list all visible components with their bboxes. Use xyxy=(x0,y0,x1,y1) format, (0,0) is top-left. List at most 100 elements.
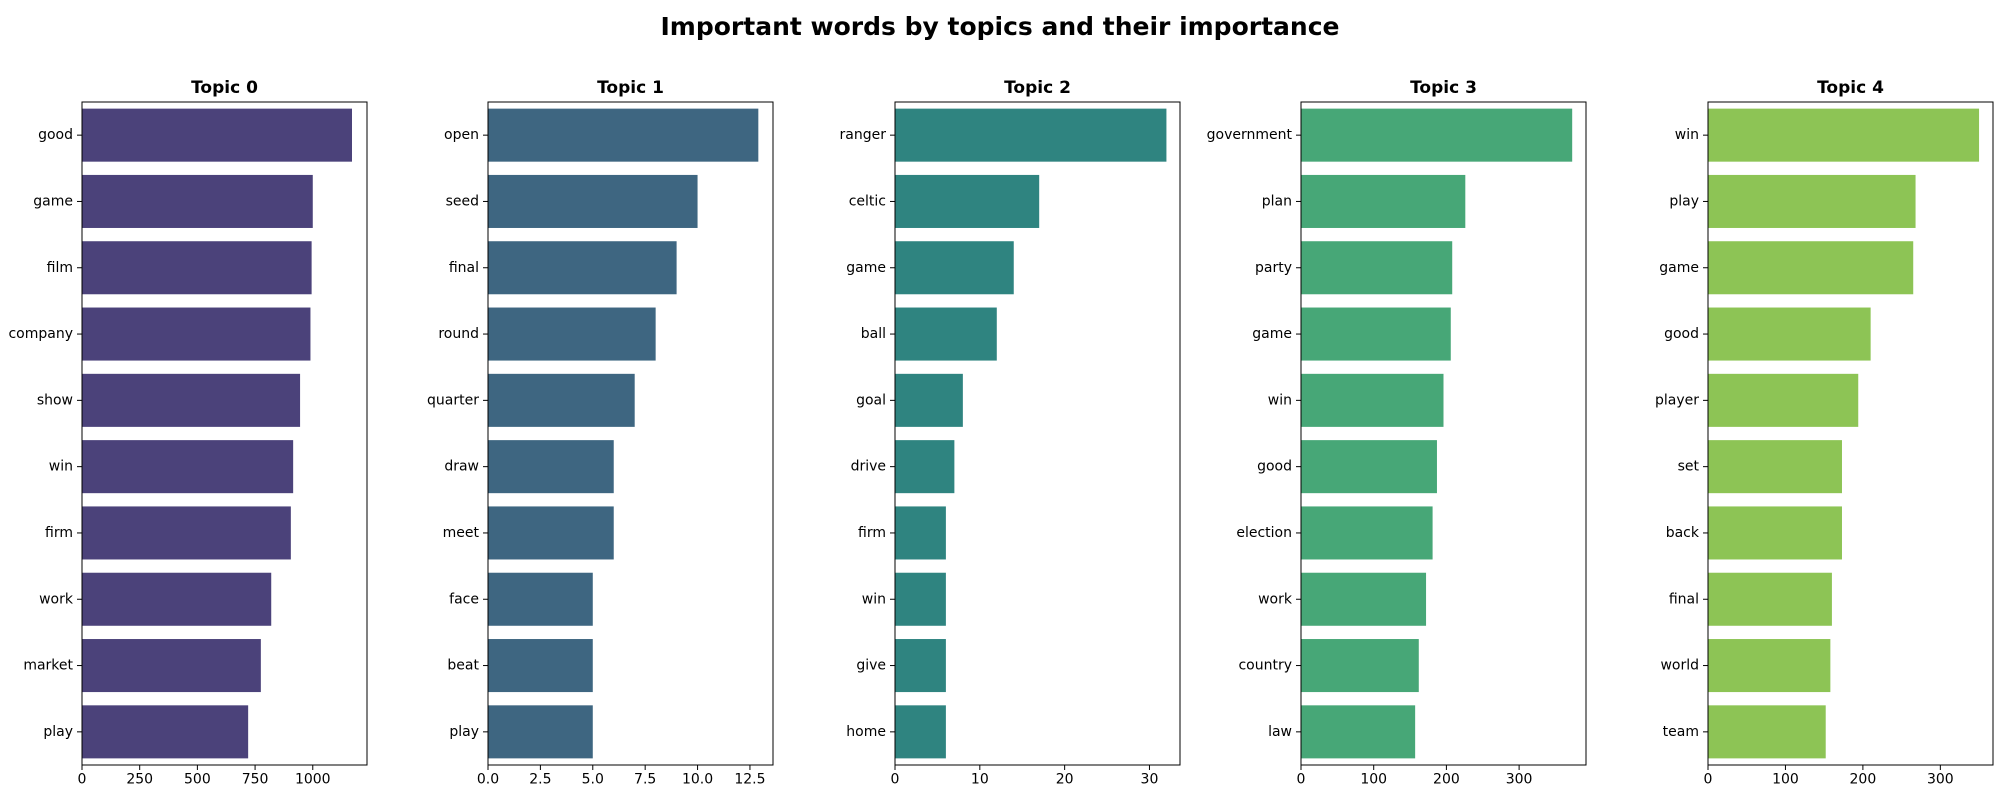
axes-frame xyxy=(1300,101,1587,766)
x-tick-label: 30 xyxy=(1141,772,1159,788)
bar-set xyxy=(1708,440,1842,494)
category-label: win xyxy=(1268,392,1292,408)
category-label: game xyxy=(33,193,73,209)
category-label: law xyxy=(1268,724,1292,740)
axes-frame xyxy=(487,101,774,766)
x-tick-label: 200 xyxy=(1433,772,1460,788)
category-label: face xyxy=(449,591,479,607)
bar-good xyxy=(1708,307,1871,361)
category-label: company xyxy=(8,326,73,342)
x-tick-label: 200 xyxy=(1850,772,1877,788)
bar-plan xyxy=(1301,174,1466,228)
bar-government xyxy=(1301,108,1573,162)
bar-meet xyxy=(488,506,614,560)
category-label: plan xyxy=(1262,193,1292,209)
x-tick-label: 12.5 xyxy=(734,772,765,788)
x-tick-label: 0 xyxy=(1704,772,1713,788)
bar-play xyxy=(1708,174,1916,228)
category-label: win xyxy=(49,459,73,475)
panel-topic-0: Topic 0 good game film company show win firm wor… xyxy=(8,78,368,788)
bar-party xyxy=(1301,241,1453,295)
category-label: beat xyxy=(447,658,479,674)
bar-work xyxy=(1301,572,1427,626)
panel-topic-1: Topic 1 open seed final round quarter draw meet… xyxy=(427,78,774,788)
bar-final xyxy=(1708,572,1832,626)
bar-ranger xyxy=(895,108,1167,162)
x-tick-label: 300 xyxy=(1927,772,1954,788)
bar-firm xyxy=(82,506,291,560)
x-tick-label: 7.5 xyxy=(634,772,656,788)
axes-frame xyxy=(81,101,368,766)
category-label: game xyxy=(846,260,886,276)
bar-drive xyxy=(895,440,955,494)
bar-game xyxy=(1301,307,1451,361)
bar-draw xyxy=(488,440,614,494)
category-label: election xyxy=(1236,525,1292,541)
category-label: give xyxy=(856,658,886,674)
panel-topic-4: Topic 4 win play game good player set back final… xyxy=(1655,78,1994,788)
category-label: win xyxy=(862,591,886,607)
x-tick-label: 0.0 xyxy=(477,772,499,788)
category-label: work xyxy=(1258,591,1293,607)
category-label: quarter xyxy=(427,392,479,408)
category-label: party xyxy=(1255,260,1292,276)
bar-home xyxy=(895,705,946,759)
category-label: good xyxy=(1664,326,1699,342)
x-tick-label: 300 xyxy=(1506,772,1533,788)
x-tick-label: 100 xyxy=(1360,772,1387,788)
bar-win xyxy=(82,440,294,494)
category-label: work xyxy=(39,591,74,607)
bar-play xyxy=(488,705,593,759)
x-tick-label: 100 xyxy=(1772,772,1799,788)
bar-ball xyxy=(895,307,997,361)
category-label: show xyxy=(37,392,73,408)
bar-win xyxy=(895,572,946,626)
category-label: final xyxy=(1669,591,1699,607)
category-label: world xyxy=(1660,658,1699,674)
panel-topic-2: Topic 2 ranger celtic game ball goal drive firm… xyxy=(840,78,1181,788)
x-tick-label: 0 xyxy=(891,772,900,788)
category-label: meet xyxy=(443,525,480,541)
bar-back xyxy=(1708,506,1842,560)
category-label: game xyxy=(1659,260,1699,276)
bar-firm xyxy=(895,506,946,560)
bar-good xyxy=(82,108,352,162)
bar-game xyxy=(895,241,1014,295)
bar-game xyxy=(82,174,313,228)
bar-open xyxy=(488,108,759,162)
axes-frame xyxy=(894,101,1181,766)
category-label: draw xyxy=(444,459,479,475)
category-label: film xyxy=(47,260,73,276)
category-label: ranger xyxy=(840,127,887,143)
x-tick-label: 1000 xyxy=(295,772,331,788)
bar-team xyxy=(1708,705,1826,759)
category-label: good xyxy=(1257,459,1292,475)
category-label: seed xyxy=(446,193,479,209)
panel-title: Topic 4 xyxy=(1817,78,1884,98)
bar-round xyxy=(488,307,656,361)
x-tick-label: 250 xyxy=(126,772,153,788)
panel-title: Topic 1 xyxy=(597,78,664,98)
bar-game xyxy=(1708,241,1914,295)
category-label: set xyxy=(1678,459,1700,475)
category-label: home xyxy=(846,724,886,740)
category-label: game xyxy=(1252,326,1292,342)
category-label: goal xyxy=(856,392,886,408)
bar-country xyxy=(1301,639,1419,693)
bar-win xyxy=(1708,108,1980,162)
category-label: firm xyxy=(45,525,73,541)
category-label: final xyxy=(449,260,479,276)
x-tick-label: 2.5 xyxy=(529,772,551,788)
x-tick-label: 0 xyxy=(1297,772,1306,788)
category-label: government xyxy=(1207,127,1293,143)
category-label: play xyxy=(449,724,479,740)
category-label: open xyxy=(444,127,479,143)
category-label: back xyxy=(1666,525,1700,541)
panel-title: Topic 3 xyxy=(1410,78,1477,98)
x-tick-label: 500 xyxy=(184,772,211,788)
bar-goal xyxy=(895,373,963,427)
bar-celtic xyxy=(895,174,1040,228)
x-tick-label: 750 xyxy=(242,772,269,788)
bar-play xyxy=(82,705,249,759)
category-label: drive xyxy=(851,459,886,475)
